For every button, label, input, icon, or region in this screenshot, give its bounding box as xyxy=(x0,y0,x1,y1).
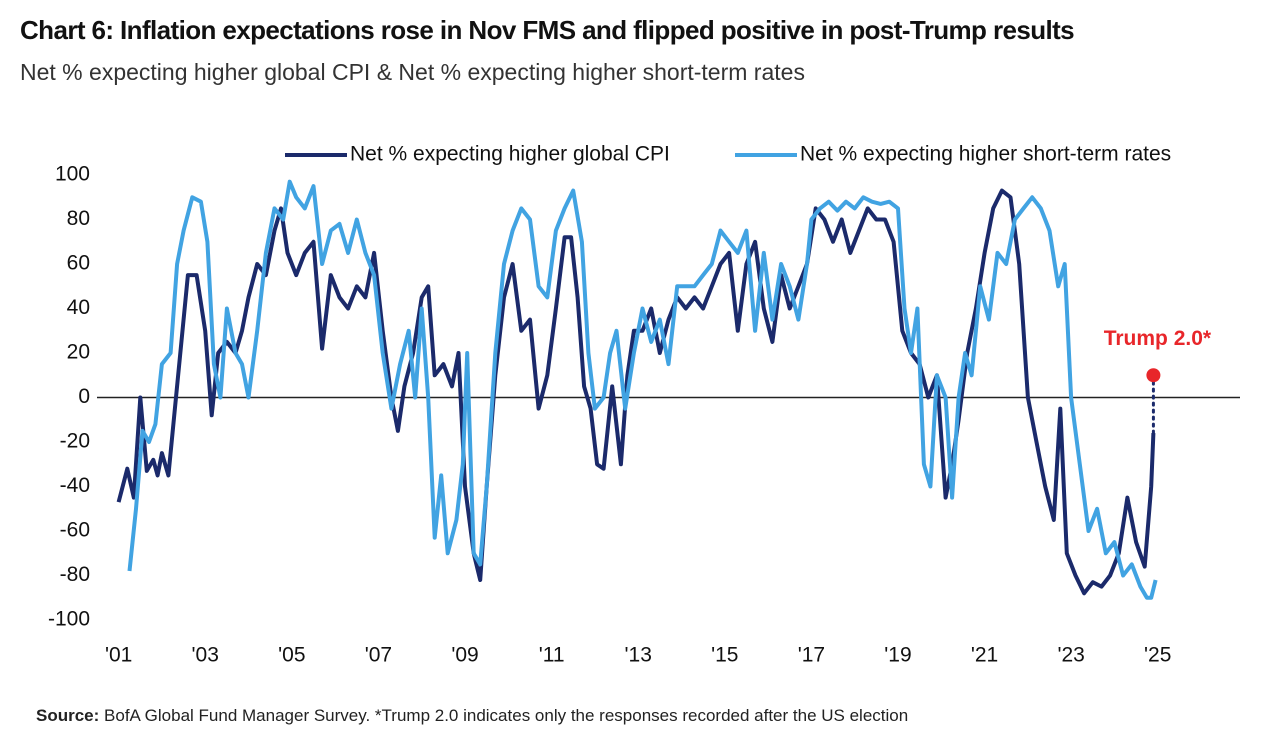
x-tick-label: '23 xyxy=(1057,644,1084,667)
chart-subtitle: Net % expecting higher global CPI & Net … xyxy=(20,59,805,85)
y-tick-label: 0 xyxy=(78,385,90,408)
y-tick-label: 80 xyxy=(67,207,90,230)
y-tick-label: -60 xyxy=(60,519,90,542)
x-tick-label: '03 xyxy=(192,644,219,667)
y-tick-label: 20 xyxy=(67,341,90,364)
data-line xyxy=(116,188,1156,596)
x-tick-label: '01 xyxy=(105,644,132,667)
y-tick-label: -100 xyxy=(48,608,90,631)
x-tick-label: '11 xyxy=(539,644,565,667)
chart-title: Chart 6: Inflation expectations rose in … xyxy=(20,15,1074,45)
x-tick-label: '09 xyxy=(451,644,478,667)
y-tick-label: -40 xyxy=(60,474,90,497)
annotation-label: Trump 2.0* xyxy=(1104,327,1212,350)
annotation-point xyxy=(1146,368,1161,383)
y-tick-label: 40 xyxy=(67,296,90,319)
source-label: Source: xyxy=(36,706,99,725)
x-tick-label: '13 xyxy=(625,644,652,667)
source-text: BofA Global Fund Manager Survey. *Trump … xyxy=(104,706,908,725)
y-tick-label: -80 xyxy=(60,563,90,586)
x-tick-label: '05 xyxy=(278,644,305,667)
y-tick-label: 100 xyxy=(55,163,90,186)
source: Source: BofA Global Fund Manager Survey.… xyxy=(36,706,908,725)
y-tick-label: 60 xyxy=(67,252,90,275)
data-line xyxy=(127,179,1158,600)
x-tick-label: '17 xyxy=(798,644,825,667)
x-tick-label: '19 xyxy=(884,644,911,667)
y-tick-label: -20 xyxy=(60,430,90,453)
x-tick-label: '25 xyxy=(1144,644,1171,667)
x-tick-label: '21 xyxy=(971,644,998,667)
legend-label: Net % expecting higher global CPI xyxy=(350,143,670,166)
legend-label: Net % expecting higher short-term rates xyxy=(800,143,1171,166)
x-tick-label: '07 xyxy=(365,644,392,667)
x-tick-label: '15 xyxy=(711,644,738,667)
